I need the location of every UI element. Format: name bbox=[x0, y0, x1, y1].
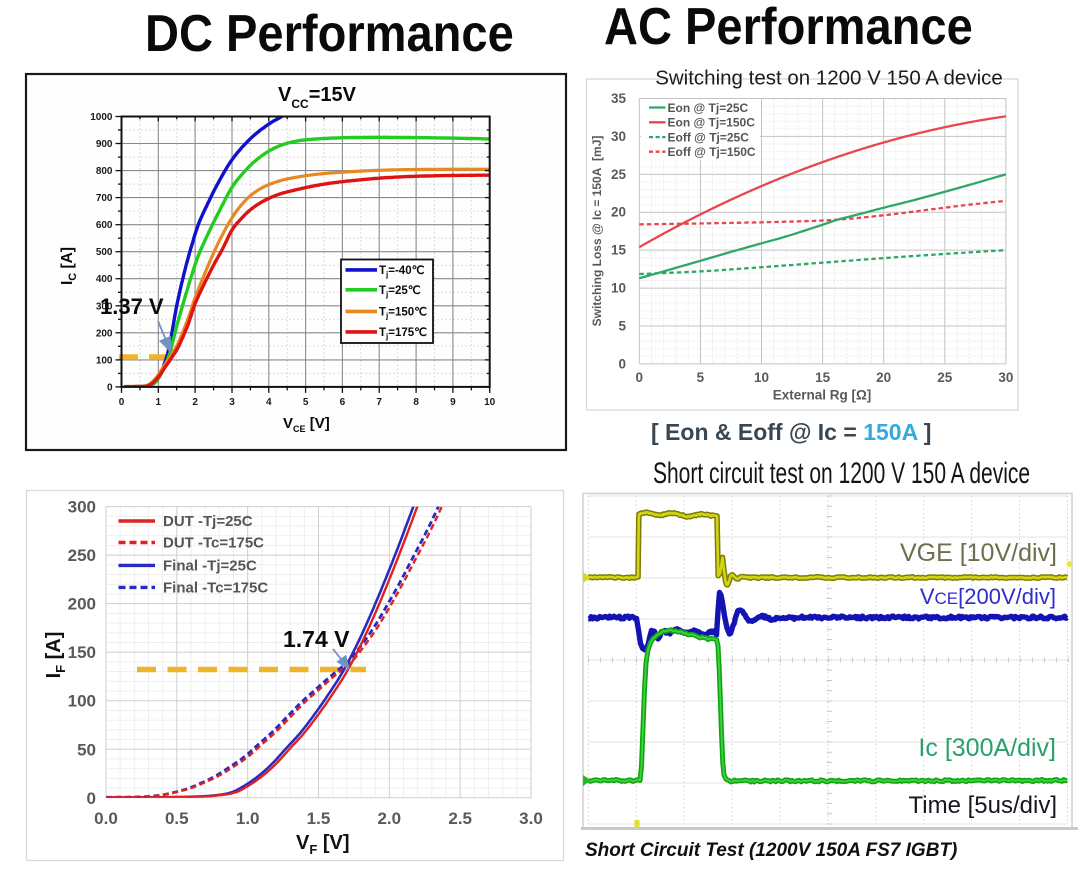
svg-text:15: 15 bbox=[815, 370, 831, 385]
svg-text:7: 7 bbox=[376, 397, 382, 408]
svg-text:DUT -Tj=25C: DUT -Tj=25C bbox=[163, 513, 253, 530]
svg-text:Eon @ Tj=25C: Eon @ Tj=25C bbox=[668, 101, 749, 115]
svg-text:VCE [V]: VCE [V] bbox=[283, 415, 330, 434]
svg-text:300: 300 bbox=[68, 498, 96, 517]
svg-text:35: 35 bbox=[611, 91, 627, 106]
svg-text:5: 5 bbox=[303, 397, 309, 408]
svg-text:25: 25 bbox=[937, 370, 953, 385]
svg-text:100: 100 bbox=[68, 692, 96, 711]
svg-text:0: 0 bbox=[618, 356, 626, 371]
svg-text:15: 15 bbox=[611, 243, 627, 258]
svg-text:600: 600 bbox=[96, 220, 113, 231]
svg-text:External Rg [Ω]: External Rg [Ω] bbox=[773, 388, 872, 403]
svg-text:100: 100 bbox=[96, 355, 113, 366]
svg-text:2.0: 2.0 bbox=[377, 809, 401, 828]
svg-text:400: 400 bbox=[96, 274, 113, 285]
svg-text:DUT -Tc=175C: DUT -Tc=175C bbox=[163, 535, 264, 552]
svg-text:Tj=175℃: Tj=175℃ bbox=[379, 326, 427, 341]
svg-text:30: 30 bbox=[611, 129, 626, 144]
svg-text:50: 50 bbox=[77, 740, 96, 759]
svg-text:800: 800 bbox=[96, 166, 113, 177]
svg-text:200: 200 bbox=[96, 328, 113, 339]
svg-text:Switching Loss @ Ic = 150A [m: Switching Loss @ Ic = 150A [mJ] bbox=[590, 136, 604, 327]
svg-text:150: 150 bbox=[68, 643, 96, 662]
svg-text:0: 0 bbox=[119, 397, 125, 408]
svg-text:IF [A]: IF [A] bbox=[43, 632, 68, 679]
svg-text:Eon @ Tj=150C: Eon @ Tj=150C bbox=[668, 116, 756, 130]
svg-text:20: 20 bbox=[611, 205, 626, 220]
svg-text:0.5: 0.5 bbox=[165, 809, 189, 828]
svg-text:0: 0 bbox=[87, 789, 96, 808]
svg-text:2.5: 2.5 bbox=[448, 809, 472, 828]
svg-text:3.0: 3.0 bbox=[519, 809, 543, 828]
svg-text:200: 200 bbox=[68, 595, 96, 614]
svg-text:0: 0 bbox=[107, 382, 113, 393]
svg-text:IC [A]: IC [A] bbox=[59, 247, 79, 285]
svg-text:8: 8 bbox=[413, 397, 419, 408]
svg-text:Switching test on 1200 V 150 A: Switching test on 1200 V 150 A device bbox=[655, 67, 1003, 90]
svg-text:9: 9 bbox=[450, 397, 456, 408]
svg-text:30: 30 bbox=[998, 370, 1013, 385]
svg-text:VCE[200V/div]: VCE[200V/div] bbox=[920, 584, 1056, 609]
svg-text:1.74 V: 1.74 V bbox=[283, 626, 350, 652]
svg-text:10: 10 bbox=[611, 281, 626, 296]
svg-text:1.0: 1.0 bbox=[236, 809, 260, 828]
svg-text:250: 250 bbox=[68, 546, 96, 565]
svg-text:700: 700 bbox=[96, 193, 113, 204]
svg-text:Final -Tj=25C: Final -Tj=25C bbox=[163, 558, 257, 575]
svg-text:0: 0 bbox=[636, 370, 644, 385]
svg-text:3: 3 bbox=[229, 397, 235, 408]
svg-text:Tj=150℃: Tj=150℃ bbox=[379, 305, 427, 320]
svg-text:0.0: 0.0 bbox=[94, 809, 118, 828]
svg-text:4: 4 bbox=[266, 397, 272, 408]
svg-text:500: 500 bbox=[96, 247, 113, 258]
svg-text:300: 300 bbox=[96, 301, 113, 312]
svg-text:Final -Tc=175C: Final -Tc=175C bbox=[163, 580, 268, 597]
svg-text:2: 2 bbox=[192, 397, 198, 408]
svg-text:6: 6 bbox=[340, 397, 346, 408]
svg-text:900: 900 bbox=[96, 139, 113, 150]
svg-text:1000: 1000 bbox=[90, 112, 113, 123]
svg-text:Tj=25℃: Tj=25℃ bbox=[379, 284, 421, 299]
svg-text:25: 25 bbox=[611, 167, 627, 182]
svg-text:Ic [300A/div]: Ic [300A/div] bbox=[918, 734, 1056, 762]
svg-text:Eoff @ Tj=150C: Eoff @ Tj=150C bbox=[668, 145, 756, 159]
svg-text:10: 10 bbox=[484, 397, 496, 408]
svg-text:Time [5us/div]: Time [5us/div] bbox=[909, 792, 1058, 819]
svg-text:5: 5 bbox=[697, 370, 705, 385]
svg-text:1: 1 bbox=[156, 397, 162, 408]
svg-text:1.37 V: 1.37 V bbox=[100, 294, 164, 319]
svg-text:VGE [10V/div]: VGE [10V/div] bbox=[900, 539, 1057, 567]
svg-text:20: 20 bbox=[876, 370, 891, 385]
svg-text:5: 5 bbox=[618, 319, 626, 334]
svg-text:Eoff @ Tj=25C: Eoff @ Tj=25C bbox=[668, 130, 750, 144]
svg-text:10: 10 bbox=[754, 370, 769, 385]
svg-text:1.5: 1.5 bbox=[307, 809, 331, 828]
svg-text:VF [V]: VF [V] bbox=[296, 832, 350, 857]
svg-text:Tj=-40℃: Tj=-40℃ bbox=[379, 264, 425, 279]
